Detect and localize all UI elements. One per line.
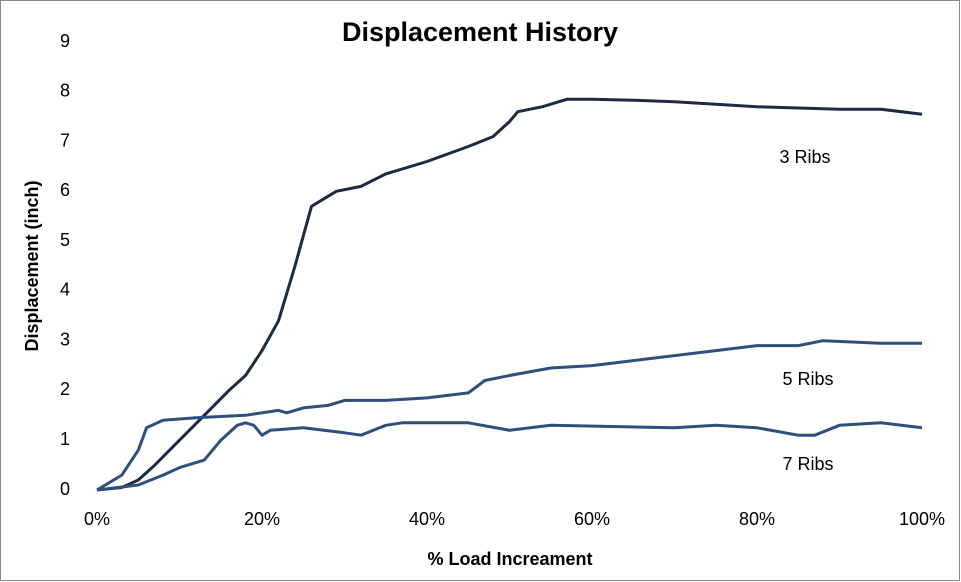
x-tick-label: 40% [409,509,445,529]
y-tick-label: 4 [60,280,70,300]
series-line [96,421,923,492]
x-tick-label: 100% [899,509,945,529]
x-tick-label: 80% [739,509,775,529]
series-label: 7 Ribs [782,454,833,474]
y-tick-label: 6 [60,180,70,200]
y-tick-label: 1 [60,429,70,449]
chart-title: Displacement History [342,17,618,47]
x-axis-label: % Load Increament [427,549,592,569]
x-tick-label: 20% [244,509,280,529]
x-tick-label: 0% [84,509,110,529]
series-label: 5 Ribs [782,369,833,389]
y-tick-label: 8 [60,81,70,101]
series-label: 3 Ribs [779,147,830,167]
y-tick-label: 3 [60,329,70,349]
y-axis-label: Displacement (inch) [22,180,42,351]
series-line [96,339,922,492]
y-tick-label: 0 [60,479,70,499]
y-tick-label: 2 [60,379,70,399]
y-tick-label: 5 [60,230,70,250]
x-tick-label: 60% [574,509,610,529]
series-line [96,97,923,492]
y-tick-label: 9 [60,31,70,51]
y-tick-label: 7 [60,130,70,150]
